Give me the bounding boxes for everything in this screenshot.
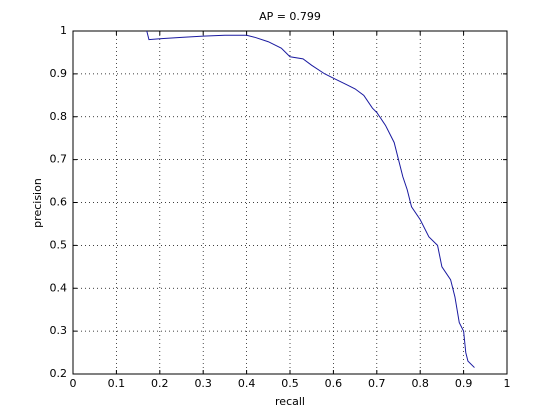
- y-tick-label: 0.4: [50, 281, 68, 294]
- y-tick-label: 0.7: [50, 153, 68, 166]
- y-tick-label: 0.2: [50, 367, 68, 380]
- x-tick-label: 0.2: [151, 377, 169, 390]
- x-tick-label: 0.3: [194, 377, 212, 390]
- x-tick-label: 1: [504, 377, 511, 390]
- y-tick-label: 0.9: [50, 67, 68, 80]
- pr-curve: [146, 30, 475, 368]
- y-tick-label: 0.6: [50, 196, 68, 209]
- x-tick-label: 0.7: [368, 377, 386, 390]
- y-tick-label: 0.5: [50, 238, 68, 251]
- axes-box: [72, 30, 508, 375]
- x-tick-label: 0.5: [281, 377, 299, 390]
- x-tick-label: 0.1: [108, 377, 126, 390]
- x-tick-label: 0.9: [455, 377, 473, 390]
- x-tick-label: 0: [70, 377, 77, 390]
- y-tick-label: 0.3: [50, 324, 68, 337]
- x-tick-label: 0.6: [325, 377, 343, 390]
- x-tick-label: 0.8: [411, 377, 429, 390]
- x-tick-label: 0.4: [238, 377, 256, 390]
- x-axis-label: recall: [275, 395, 305, 408]
- chart-title: AP = 0.799: [259, 10, 321, 23]
- y-tick-label: 1: [60, 24, 67, 37]
- y-tick-label: 0.8: [50, 110, 68, 123]
- y-axis-label: precision: [31, 178, 44, 228]
